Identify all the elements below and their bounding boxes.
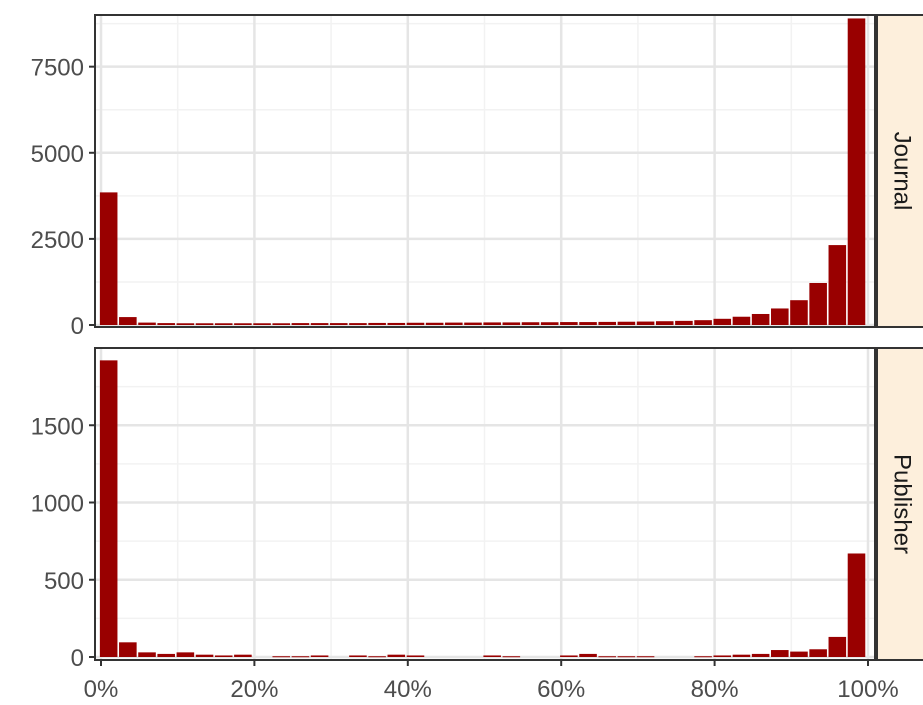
bar bbox=[119, 317, 137, 325]
bar bbox=[483, 655, 501, 657]
bar bbox=[617, 656, 636, 658]
bar bbox=[195, 654, 214, 657]
bar bbox=[655, 321, 674, 325]
facet-strip bbox=[876, 347, 923, 661]
bar bbox=[138, 322, 156, 325]
bar bbox=[291, 323, 310, 325]
bar bbox=[272, 323, 291, 325]
bar bbox=[119, 642, 137, 657]
x-tick-label: 0% bbox=[84, 676, 119, 700]
bar bbox=[176, 652, 195, 657]
bar bbox=[809, 649, 827, 657]
bar bbox=[751, 313, 770, 325]
panels-layer: 0 2500 5000 7500 Journal 0 500 1000 1500 Publishe… bbox=[31, 14, 923, 672]
bar bbox=[349, 655, 367, 657]
x-tick-label: 20% bbox=[230, 676, 278, 700]
panel-journal: 0 2500 5000 7500 Journal bbox=[31, 14, 923, 340]
bar bbox=[751, 653, 770, 657]
facet-label: Journal bbox=[889, 132, 916, 211]
x-tick-label: 80% bbox=[691, 676, 739, 700]
bar bbox=[291, 656, 310, 658]
bar bbox=[828, 245, 847, 325]
y-tick-label: 7500 bbox=[31, 55, 84, 82]
x-axis: 0% 20% 40% 60% 80% 100% bbox=[84, 660, 899, 703]
bar bbox=[99, 360, 118, 657]
bar bbox=[234, 323, 252, 325]
bar bbox=[732, 316, 751, 325]
x-tick-label: 100% bbox=[837, 676, 898, 700]
bar bbox=[636, 321, 655, 325]
bar bbox=[406, 655, 425, 657]
bar bbox=[214, 655, 233, 657]
bar bbox=[406, 322, 425, 325]
bar bbox=[598, 656, 617, 658]
y-tick-label: 5000 bbox=[31, 141, 84, 168]
bar bbox=[828, 636, 847, 657]
bar bbox=[387, 654, 406, 657]
bar bbox=[368, 322, 386, 325]
bar bbox=[368, 656, 386, 658]
y-tick-label: 1000 bbox=[31, 491, 84, 518]
bar bbox=[176, 323, 195, 325]
bar bbox=[694, 656, 712, 658]
panel-publisher: 0 500 1000 1500 Publisher bbox=[31, 347, 923, 672]
x-tick-label: 40% bbox=[384, 676, 432, 700]
bar bbox=[771, 650, 789, 657]
y-tick-label: 500 bbox=[44, 568, 84, 595]
bar bbox=[253, 323, 271, 325]
bar bbox=[560, 655, 578, 657]
bar bbox=[195, 323, 214, 325]
bar bbox=[732, 654, 751, 657]
bar bbox=[694, 320, 712, 325]
bar bbox=[349, 323, 367, 325]
bar bbox=[214, 323, 233, 325]
bar bbox=[234, 654, 252, 657]
facet-label: Publisher bbox=[889, 454, 916, 554]
y-tick-label: 2500 bbox=[31, 227, 84, 254]
bar bbox=[387, 322, 406, 325]
bar bbox=[560, 322, 578, 325]
bar bbox=[329, 323, 348, 325]
bar bbox=[713, 655, 732, 657]
bar bbox=[847, 553, 866, 657]
bar bbox=[272, 656, 291, 658]
bar bbox=[579, 653, 597, 657]
bar bbox=[617, 321, 636, 325]
y-tick-label: 0 bbox=[71, 645, 84, 672]
bar bbox=[157, 323, 175, 325]
bar bbox=[521, 322, 540, 325]
bar bbox=[138, 652, 156, 657]
bar bbox=[771, 308, 789, 325]
bar bbox=[425, 322, 444, 325]
bar bbox=[598, 321, 617, 325]
bar bbox=[540, 322, 559, 325]
facet-strip bbox=[876, 14, 923, 328]
x-tick-label: 60% bbox=[537, 676, 585, 700]
bar bbox=[713, 318, 732, 325]
bar bbox=[579, 322, 597, 325]
bar bbox=[675, 320, 693, 325]
y-tick-label: 0 bbox=[71, 313, 84, 340]
panel-border bbox=[94, 347, 876, 661]
bar bbox=[99, 192, 118, 325]
bar bbox=[790, 651, 808, 657]
bars-publisher bbox=[99, 360, 866, 658]
bar bbox=[310, 655, 329, 657]
bar bbox=[464, 322, 482, 325]
bar bbox=[847, 18, 866, 325]
bar bbox=[502, 656, 521, 658]
bar bbox=[809, 282, 827, 325]
y-tick-label: 1500 bbox=[31, 413, 84, 440]
bar bbox=[310, 323, 329, 325]
bar bbox=[636, 656, 655, 658]
panel-border bbox=[94, 14, 876, 328]
bar bbox=[483, 322, 501, 325]
bars-journal bbox=[99, 18, 866, 325]
bar bbox=[502, 322, 521, 325]
bar bbox=[157, 653, 175, 657]
bar bbox=[790, 300, 808, 325]
bar bbox=[445, 322, 463, 325]
